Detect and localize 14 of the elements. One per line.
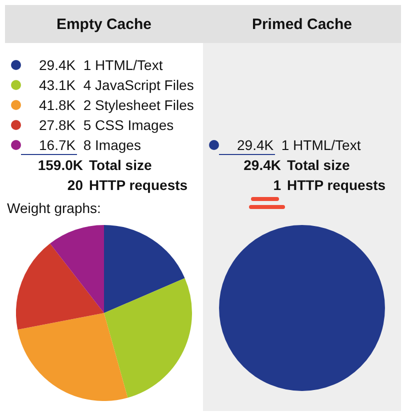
legend-label: 41.8K 2 Stylesheet Files	[39, 97, 194, 113]
legend-label: 16.7K 8 Images	[39, 137, 141, 153]
text: Total size	[287, 157, 350, 173]
data-label: 29.4K	[242, 157, 281, 173]
chart-title: Empty Cache	[5, 5, 203, 43]
text: 1 HTTP requests	[272, 177, 386, 193]
legend-label: 27.8K 5 CSS Images	[39, 117, 174, 133]
legend-label: 43.1K 4 JavaScript Files	[39, 77, 194, 93]
legend-label: 29.4K 1 HTML/Text	[39, 57, 163, 73]
text: 20 HTTP requests	[66, 177, 188, 193]
text: 159.0K Total size	[36, 157, 152, 173]
text: Weight graphs:	[7, 200, 101, 216]
legend-label: 29.4K 1 HTML/Text	[237, 137, 361, 153]
chart-title: Primed Cache	[203, 5, 401, 43]
